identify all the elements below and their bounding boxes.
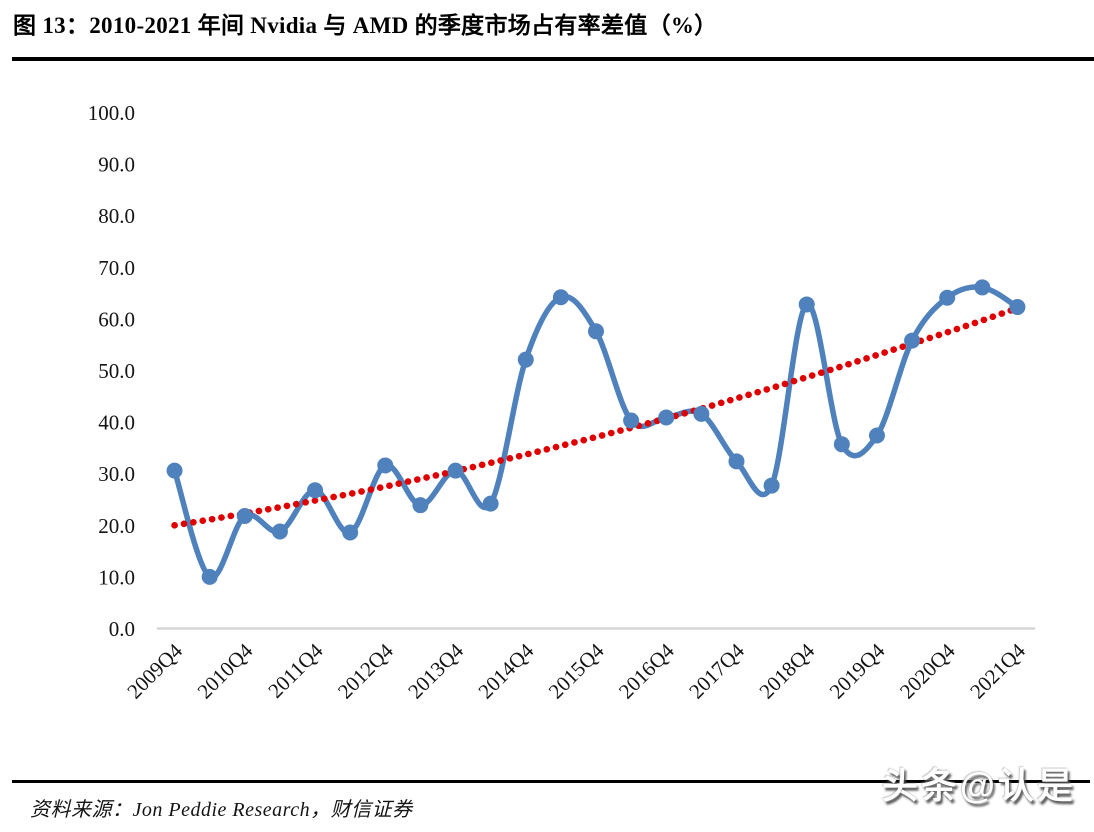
trend-line xyxy=(171,304,1021,529)
x-tick-label: 2018Q4 xyxy=(754,638,819,703)
data-point-marker xyxy=(1009,299,1026,316)
data-point-marker xyxy=(658,409,675,426)
x-tick-label: 2011Q4 xyxy=(263,638,328,703)
data-point-marker xyxy=(412,497,429,514)
y-tick-label: 90.0 xyxy=(98,153,135,177)
y-tick-label: 50.0 xyxy=(98,359,135,383)
y-tick-label: 70.0 xyxy=(98,256,135,280)
data-point-marker xyxy=(939,289,956,306)
x-tick-label: 2013Q4 xyxy=(403,638,468,703)
data-point-marker xyxy=(623,412,640,429)
x-tick-label: 2019Q4 xyxy=(825,638,890,703)
data-point-marker xyxy=(307,482,324,499)
y-tick-label: 40.0 xyxy=(98,411,135,435)
data-point-marker xyxy=(271,523,288,540)
data-point-marker xyxy=(377,457,394,474)
x-tick-label: 2010Q4 xyxy=(193,638,258,703)
data-point-marker xyxy=(201,568,218,585)
x-tick-label: 2015Q4 xyxy=(544,638,609,703)
data-point-marker xyxy=(833,436,850,453)
y-tick-label: 80.0 xyxy=(98,204,135,228)
x-tick-label: 2014Q4 xyxy=(473,638,538,703)
data-point-marker xyxy=(482,495,499,512)
y-tick-label: 30.0 xyxy=(98,462,135,486)
y-tick-label: 10.0 xyxy=(98,565,135,589)
data-point-marker xyxy=(447,462,464,479)
toutiao-watermark: 头条@认是 xyxy=(881,765,1076,806)
data-point-marker xyxy=(904,332,921,349)
data-point-marker xyxy=(517,351,534,368)
x-tick-label: 2017Q4 xyxy=(684,638,749,703)
data-point-marker xyxy=(693,405,710,422)
y-tick-label: 100.0 xyxy=(88,101,135,125)
x-tick-label: 2021Q4 xyxy=(965,638,1030,703)
data-point-marker xyxy=(166,462,183,479)
data-point-marker xyxy=(798,296,815,313)
data-point-marker xyxy=(588,323,604,340)
source-note: 资料来源：Jon Peddie Research，财信证券 xyxy=(30,799,413,821)
data-point-marker xyxy=(236,508,253,525)
x-tick-label: 2009Q4 xyxy=(122,638,187,703)
figure-title: 图 13：2010-2021 年间 Nvidia 与 AMD 的季度市场占有率差… xyxy=(13,13,718,38)
data-point-marker xyxy=(552,289,569,306)
title-divider-rule xyxy=(12,57,1094,61)
x-tick-label: 2012Q4 xyxy=(333,638,398,703)
data-point-marker xyxy=(342,524,359,541)
data-point-marker xyxy=(763,477,780,494)
y-tick-label: 60.0 xyxy=(98,307,135,331)
y-tick-label: 20.0 xyxy=(98,514,135,538)
y-tick-label: 0.0 xyxy=(109,617,135,641)
x-tick-label: 2016Q4 xyxy=(614,638,679,703)
data-point-marker xyxy=(728,453,745,470)
footer-divider-rule xyxy=(12,780,1090,783)
x-tick-label: 2020Q4 xyxy=(895,638,960,703)
data-point-marker xyxy=(868,427,885,444)
data-point-marker xyxy=(974,279,991,296)
